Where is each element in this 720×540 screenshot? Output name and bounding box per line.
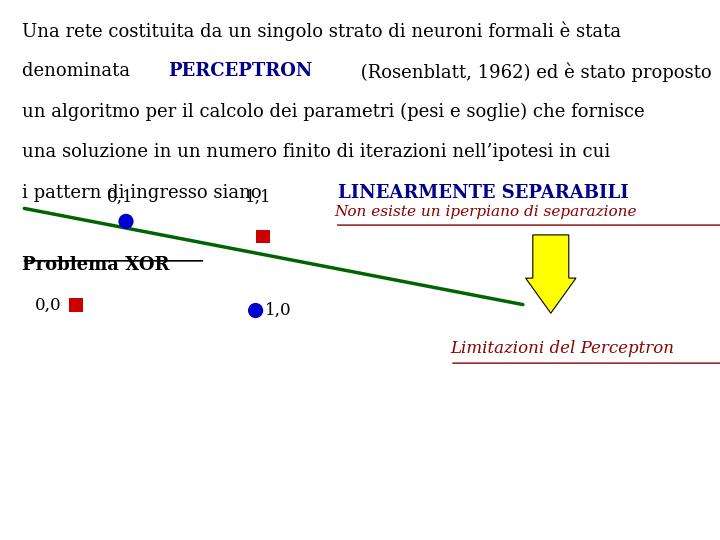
Text: 1,0: 1,0: [265, 302, 292, 319]
Text: Una rete costituita da un singolo strato di neuroni formali è stata: Una rete costituita da un singolo strato…: [22, 22, 621, 41]
Text: (Rosenblatt, 1962) ed è stato proposto: (Rosenblatt, 1962) ed è stato proposto: [355, 62, 711, 82]
FancyArrow shape: [526, 235, 576, 313]
Point: [70, 301, 81, 309]
Text: Non esiste un iperpiano di separazione: Non esiste un iperpiano di separazione: [335, 205, 637, 219]
Text: i pattern di ingresso siano: i pattern di ingresso siano: [22, 184, 267, 201]
Point: [250, 306, 261, 315]
Text: PERCEPTRON: PERCEPTRON: [168, 62, 313, 80]
Text: una soluzione in un numero finito di iterazioni nell’ipotesi in cui: una soluzione in un numero finito di ite…: [22, 143, 610, 161]
Text: un algoritmo per il calcolo dei parametri (pesi e soglie) che fornisce: un algoritmo per il calcolo dei parametr…: [22, 103, 644, 121]
Text: 1,1: 1,1: [245, 188, 271, 206]
Point: [120, 217, 132, 226]
Text: 0,1: 0,1: [107, 188, 133, 206]
Point: [257, 232, 269, 241]
Text: LINEARMENTE SEPARABILI: LINEARMENTE SEPARABILI: [338, 184, 629, 201]
Text: 0,0: 0,0: [35, 296, 61, 314]
Text: Problema XOR: Problema XOR: [22, 256, 169, 274]
Text: Limitazioni del Perceptron: Limitazioni del Perceptron: [450, 340, 674, 357]
Text: denominata: denominata: [22, 62, 135, 80]
